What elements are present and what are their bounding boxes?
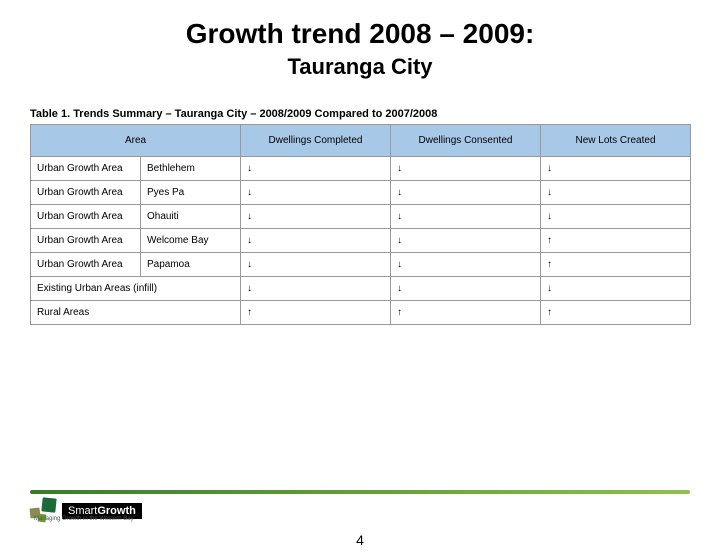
arrow-up-icon: ↑ [541,229,691,253]
area-cell: Rural Areas [31,301,241,325]
table-header-row: Area Dwellings Completed Dwellings Conse… [31,125,691,157]
table-row: Existing Urban Areas (infill)↓↓↓ [31,277,691,301]
arrow-up-icon: ↑ [391,301,541,325]
area-category-cell: Urban Growth Area [31,205,141,229]
arrow-down-icon: ↓ [241,181,391,205]
col-header-area: Area [31,125,241,157]
area-category-cell: Urban Growth Area [31,181,141,205]
col-header-new-lots: New Lots Created [541,125,691,157]
arrow-down-icon: ↓ [241,157,391,181]
logo-tagline: Managing Growth in the Western Bay [34,516,134,522]
page-title-main: Growth trend 2008 – 2009: [0,18,720,50]
arrow-down-icon: ↓ [241,253,391,277]
page-title-sub: Tauranga City [0,54,720,80]
area-name-cell: Papamoa [141,253,241,277]
page-number: 4 [0,532,720,548]
col-header-dwellings-completed: Dwellings Completed [241,125,391,157]
arrow-down-icon: ↓ [391,277,541,301]
area-name-cell: Bethlehem [141,157,241,181]
arrow-down-icon: ↓ [541,277,691,301]
trends-table: Area Dwellings Completed Dwellings Conse… [30,124,691,325]
arrow-down-icon: ↓ [241,229,391,253]
arrow-down-icon: ↓ [541,181,691,205]
arrow-down-icon: ↓ [241,277,391,301]
arrow-down-icon: ↓ [391,253,541,277]
arrow-down-icon: ↓ [391,205,541,229]
arrow-down-icon: ↓ [541,205,691,229]
area-name-cell: Welcome Bay [141,229,241,253]
area-category-cell: Urban Growth Area [31,229,141,253]
footer: SmartGrowth Managing Growth in the Weste… [0,484,720,528]
area-name-cell: Pyes Pa [141,181,241,205]
table-row: Urban Growth AreaPyes Pa↓↓↓ [31,181,691,205]
area-category-cell: Urban Growth Area [31,157,141,181]
arrow-up-icon: ↑ [541,301,691,325]
arrow-down-icon: ↓ [391,229,541,253]
area-cell: Existing Urban Areas (infill) [31,277,241,301]
col-header-dwellings-consented: Dwellings Consented [391,125,541,157]
arrow-down-icon: ↓ [391,181,541,205]
arrow-up-icon: ↑ [241,301,391,325]
table-row: Urban Growth AreaWelcome Bay↓↓↑ [31,229,691,253]
arrow-down-icon: ↓ [541,157,691,181]
table-row: Urban Growth AreaPapamoa↓↓↑ [31,253,691,277]
arrow-up-icon: ↑ [541,253,691,277]
arrow-down-icon: ↓ [391,157,541,181]
table-row: Urban Growth AreaOhauiti↓↓↓ [31,205,691,229]
table-row: Urban Growth AreaBethlehem↓↓↓ [31,157,691,181]
area-category-cell: Urban Growth Area [31,253,141,277]
table-caption: Table 1. Trends Summary – Tauranga City … [30,108,720,120]
table-row: Rural Areas↑↑↑ [31,301,691,325]
footer-divider-bar [30,490,690,494]
arrow-down-icon: ↓ [241,205,391,229]
area-name-cell: Ohauiti [141,205,241,229]
